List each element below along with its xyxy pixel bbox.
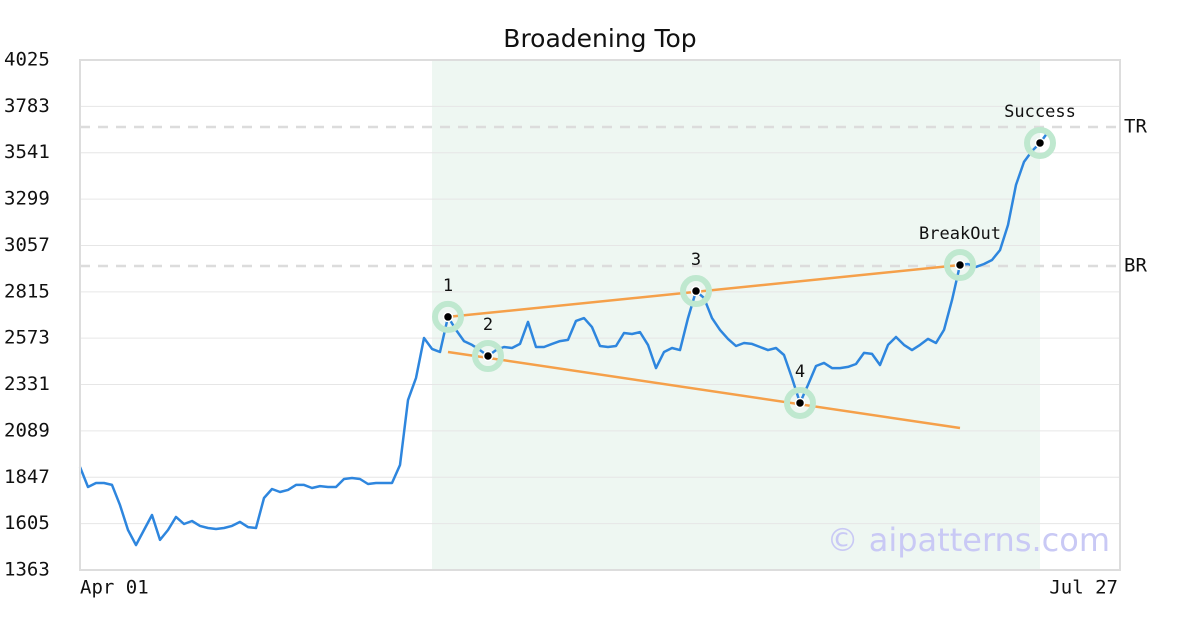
chart-title: Broadening Top xyxy=(503,24,696,53)
level-label: TR xyxy=(1124,116,1147,138)
point-label: BreakOut xyxy=(919,224,1001,244)
y-tick-label: 1847 xyxy=(4,466,50,488)
point-label: Success xyxy=(1004,102,1076,122)
point-halo xyxy=(680,275,712,308)
watermark: © aipatterns.com xyxy=(827,521,1110,559)
point-halo xyxy=(432,300,464,333)
point-halo xyxy=(472,339,504,372)
price-line xyxy=(78,131,1050,547)
y-tick-label: 3783 xyxy=(4,95,50,117)
point-halo xyxy=(784,386,816,419)
pattern-point xyxy=(442,311,454,323)
point-halo xyxy=(1024,126,1056,159)
trend-line xyxy=(447,350,961,430)
y-tick-label: 3541 xyxy=(4,141,50,163)
y-tick-label: 3299 xyxy=(4,188,50,210)
x-tick-label: Jul 27 xyxy=(1049,577,1118,599)
level-label: BR xyxy=(1124,254,1147,276)
y-tick-label: 1363 xyxy=(4,559,50,581)
x-tick-label: Apr 01 xyxy=(80,577,149,599)
pattern-point xyxy=(954,259,966,271)
pattern-point xyxy=(482,350,494,362)
y-tick-label: 2331 xyxy=(4,373,50,395)
y-tick-label: 1605 xyxy=(4,512,50,534)
y-tick-label: 3057 xyxy=(4,234,50,256)
pattern-zone xyxy=(432,60,1040,570)
pattern-point xyxy=(690,285,702,297)
plot-frame xyxy=(79,59,1121,571)
y-tick-label: 2815 xyxy=(4,280,50,302)
y-tick-label: 2573 xyxy=(4,327,50,349)
y-tick-label: 4025 xyxy=(4,49,50,71)
trend-line xyxy=(447,263,961,319)
y-tick-label: 2089 xyxy=(4,419,50,441)
pattern-point xyxy=(1034,137,1046,149)
point-halo xyxy=(944,248,976,281)
point-label: 2 xyxy=(483,315,493,335)
point-label: 3 xyxy=(691,250,701,270)
point-label: 4 xyxy=(795,362,805,382)
pattern-point xyxy=(794,397,806,409)
point-label: 1 xyxy=(443,276,453,296)
